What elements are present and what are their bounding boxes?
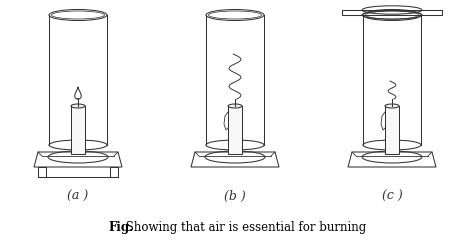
Bar (38, 167, 46, 177)
Ellipse shape (228, 104, 242, 108)
Ellipse shape (385, 104, 399, 108)
Text: (b ): (b ) (224, 190, 246, 203)
Text: Fig.: Fig. (108, 221, 133, 234)
Bar (385, 106, 399, 154)
Text: Showing that air is essential for burning: Showing that air is essential for burnin… (122, 221, 366, 234)
Text: (c ): (c ) (382, 190, 402, 203)
Text: (a ): (a ) (67, 190, 89, 203)
Bar (71, 106, 85, 154)
Bar (342, 10, 442, 15)
Bar (110, 167, 118, 177)
Ellipse shape (71, 104, 85, 108)
Bar (228, 106, 242, 154)
